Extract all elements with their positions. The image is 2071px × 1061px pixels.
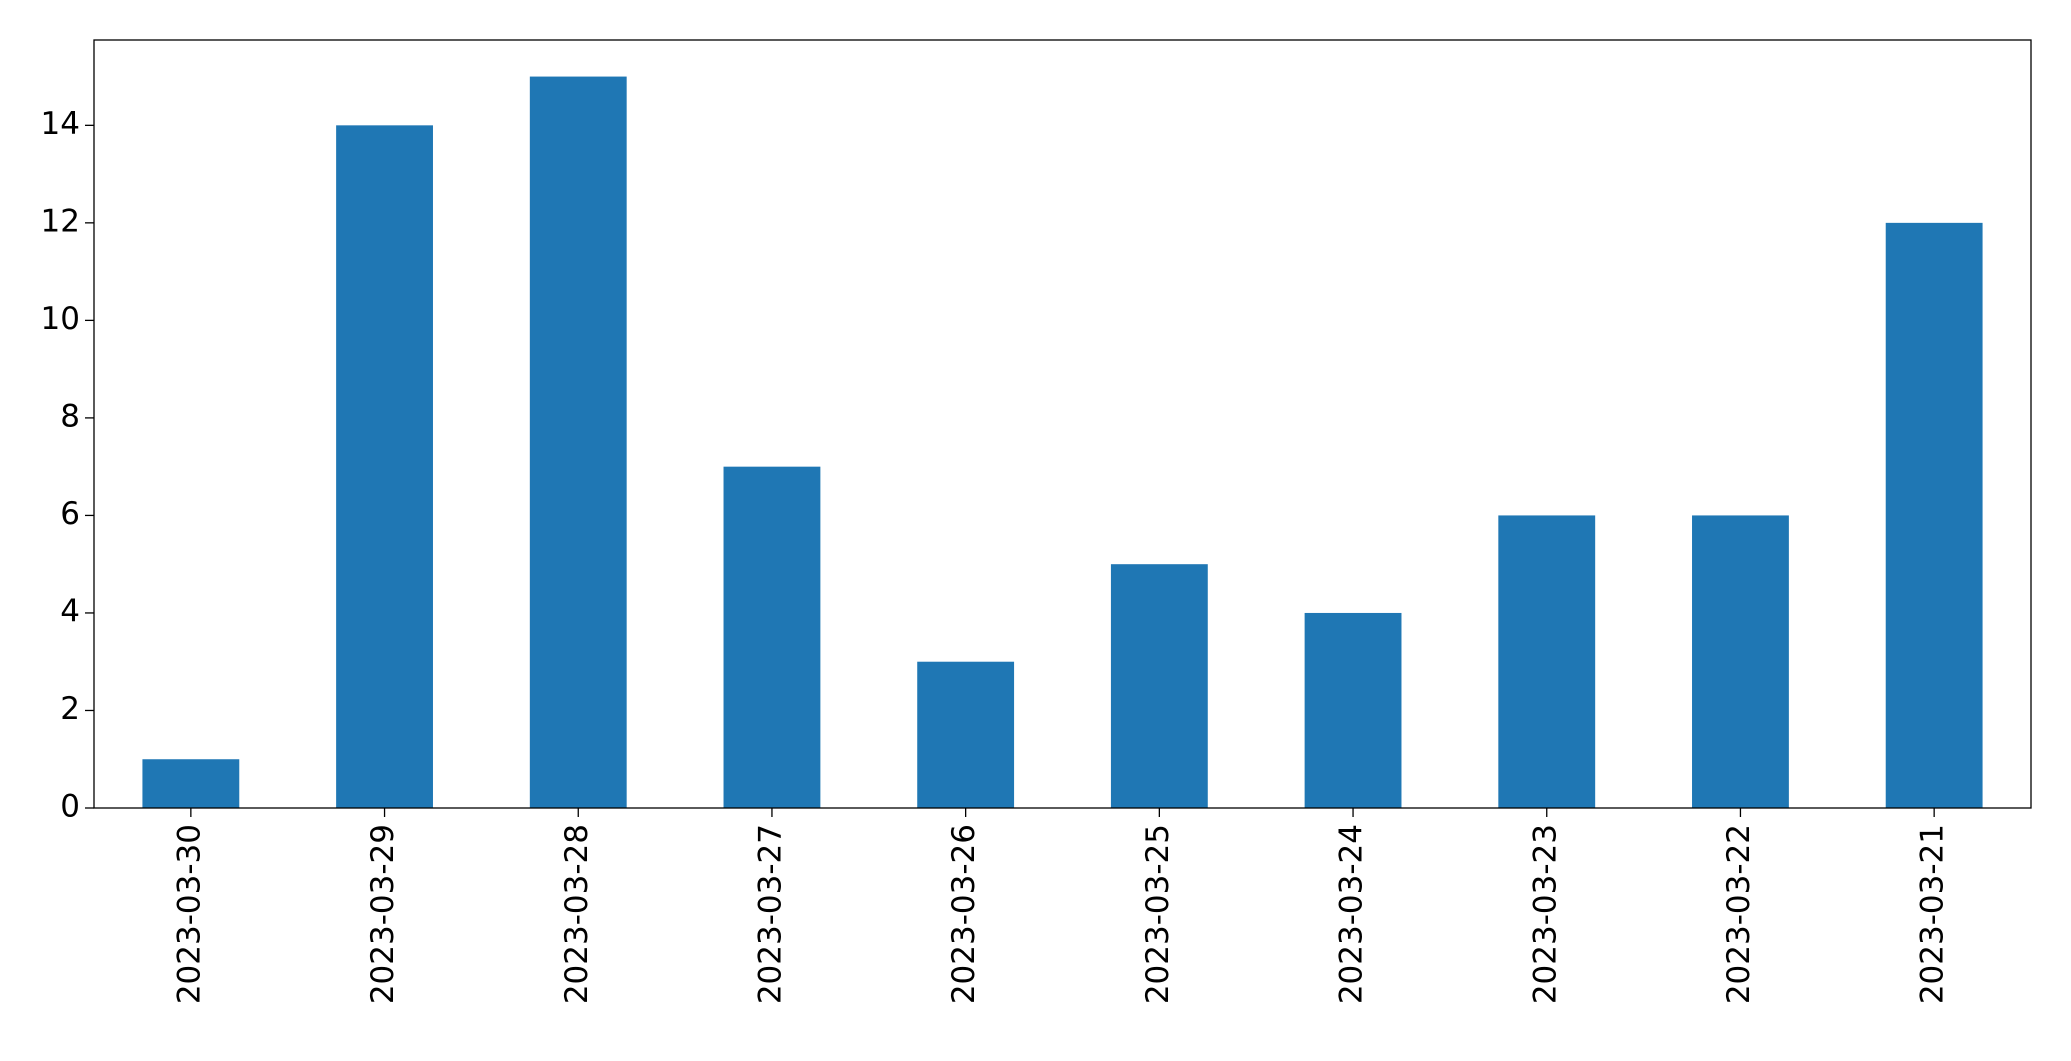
bar [529,76,627,809]
x-tick-label: 2023-03-26 [946,824,982,1004]
y-tick-label: 6 [60,496,80,532]
y-tick-label: 2 [60,691,80,727]
bar [142,759,240,808]
y-tick-label: 0 [60,789,80,825]
bar [1110,564,1208,808]
bar [1304,612,1402,808]
x-tick-label: 2023-03-29 [365,824,401,1004]
x-tick-label: 2023-03-24 [1334,824,1370,1004]
bar [336,125,433,809]
y-tick-label: 14 [41,106,80,142]
bar [1498,515,1596,808]
x-tick-label: 2023-03-27 [752,824,788,1004]
y-tick-label: 12 [41,203,80,239]
bar [1692,515,1789,808]
x-tick-label: 2023-03-23 [1527,824,1563,1004]
x-tick-label: 2023-03-21 [1915,824,1951,1004]
y-tick-label: 8 [60,398,80,434]
bar [1885,222,1983,808]
x-tick-label: 2023-03-28 [559,824,595,1004]
x-tick-label: 2023-03-25 [1140,824,1176,1004]
bar [917,661,1015,808]
x-tick-label: 2023-03-22 [1721,824,1757,1004]
y-tick-label: 4 [60,593,80,629]
x-tick-label: 2023-03-30 [171,824,207,1004]
y-tick-label: 10 [41,301,80,337]
plot-frame [93,39,2032,809]
bar [723,466,821,808]
